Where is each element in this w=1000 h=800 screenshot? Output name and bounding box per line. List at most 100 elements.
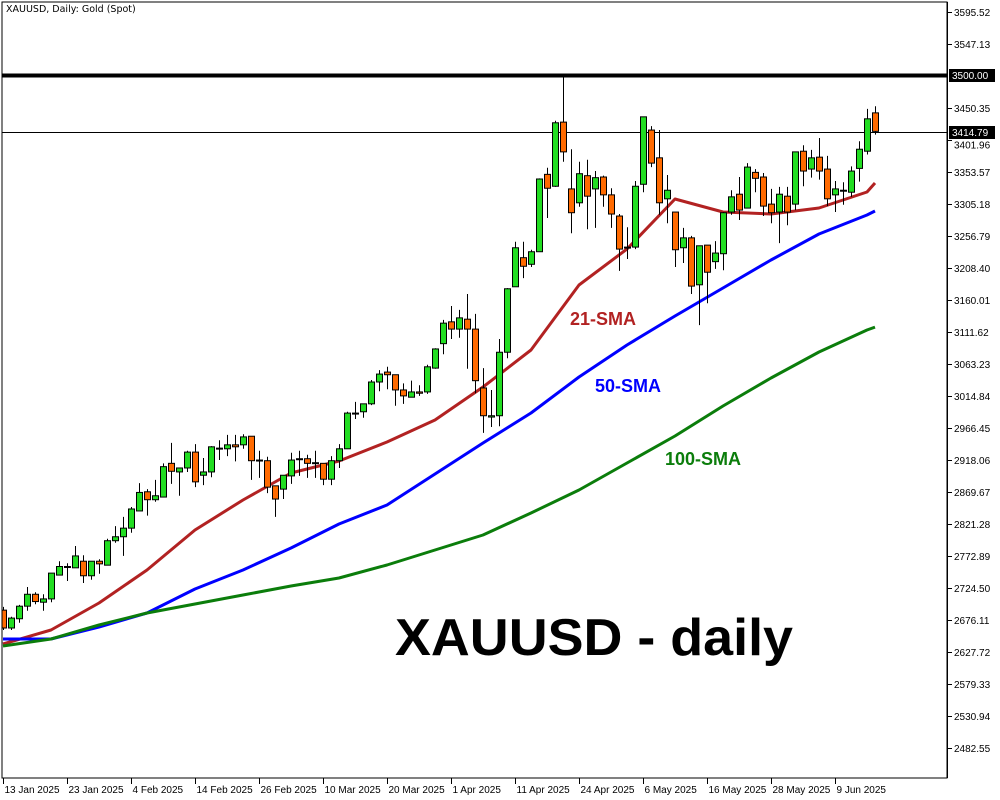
y-tick-label: 3401.96 <box>954 141 991 152</box>
candle-body-up <box>88 560 95 577</box>
candle-body-down <box>264 460 271 488</box>
sma50-label: 50-SMA <box>595 376 661 396</box>
candle-body-up <box>312 462 319 465</box>
candle <box>424 364 431 394</box>
candle <box>296 450 303 476</box>
candle-body-down <box>704 244 711 273</box>
candle <box>688 235 695 295</box>
candle-body-down <box>272 485 279 500</box>
candle <box>864 108 871 155</box>
candle <box>504 288 511 359</box>
x-tick-label: 9 Jun 2025 <box>837 785 887 796</box>
y-tick-label: 2579.33 <box>954 680 991 691</box>
candle-body-down <box>616 215 623 250</box>
x-tick-label: 1 Apr 2025 <box>453 785 502 796</box>
candle <box>640 116 647 193</box>
candle-body-down <box>472 328 479 382</box>
y-tick-label: 2724.50 <box>954 584 991 595</box>
y-tick-label: 3014.84 <box>954 392 991 403</box>
sma-line-100-sma <box>2 325 876 648</box>
candle <box>128 506 135 533</box>
candle <box>232 434 239 462</box>
candle-body-down <box>448 321 455 330</box>
candle-body-down <box>736 193 743 211</box>
candle-body-down <box>752 171 759 179</box>
candle <box>408 380 415 398</box>
sma100-label: 100-SMA <box>665 449 741 469</box>
candle <box>224 434 231 457</box>
candle <box>560 75 567 162</box>
candle <box>240 434 247 449</box>
candle-body-down <box>672 211 679 251</box>
candle-body-down <box>560 121 567 153</box>
candle-body-down <box>824 168 831 200</box>
candle <box>400 383 407 404</box>
candle <box>384 366 391 390</box>
candle <box>832 180 839 213</box>
candle <box>616 214 623 271</box>
candle-body-down <box>816 156 823 172</box>
candle <box>768 188 775 224</box>
candle-body-up <box>288 459 295 477</box>
y-tick-label: 3208.40 <box>954 264 991 275</box>
candle-body-up <box>792 151 799 205</box>
candle-body-up <box>64 566 71 569</box>
candle <box>392 374 399 406</box>
candle-body-down <box>392 374 399 391</box>
candle <box>360 403 367 418</box>
candle-body-up <box>640 116 647 185</box>
candle <box>120 516 127 556</box>
candle <box>712 241 719 269</box>
candle <box>376 370 383 392</box>
x-tick-label: 10 Mar 2025 <box>325 785 382 796</box>
candle <box>872 106 879 135</box>
candle-body-up <box>432 348 439 369</box>
candle <box>336 444 343 468</box>
candle-body-up <box>176 467 183 473</box>
candle <box>488 389 495 427</box>
candle <box>432 348 439 369</box>
candle <box>512 241 519 288</box>
candle <box>448 305 455 340</box>
candle-body-up <box>848 170 855 193</box>
candle <box>152 479 159 502</box>
candle-body-down <box>256 459 263 462</box>
candle <box>2 606 7 630</box>
candle <box>696 245 703 326</box>
y-tick-label: 2869.67 <box>954 488 991 499</box>
y-tick-label: 2918.06 <box>954 456 991 467</box>
candle <box>96 559 103 574</box>
candle-body-up <box>496 351 503 417</box>
candle <box>40 594 47 611</box>
candle-body-down <box>2 609 7 629</box>
candle-body-down <box>464 318 471 330</box>
candle <box>600 175 607 207</box>
candle-body-down <box>648 129 655 164</box>
candle <box>824 155 831 207</box>
sma21-label: 21-SMA <box>570 309 636 329</box>
candle-body-up <box>104 540 111 566</box>
candle-body-up <box>128 508 135 529</box>
candle-body-up <box>344 412 351 450</box>
candle-body-up <box>152 495 159 501</box>
candle-body-up <box>336 448 343 462</box>
candle-body-up <box>696 245 703 286</box>
candle-body-down <box>416 391 423 394</box>
x-tick-label: 6 May 2025 <box>645 785 698 796</box>
candle-body-up <box>160 466 167 498</box>
candle-body-down <box>168 462 175 472</box>
candle-body-down <box>872 112 879 132</box>
candle <box>144 489 151 516</box>
candle <box>848 166 855 197</box>
candle-body-up <box>856 148 863 169</box>
y-tick-label: 2772.89 <box>954 552 991 563</box>
candle-body-up <box>24 593 31 607</box>
candle-body-down <box>840 189 847 192</box>
candle-body-up <box>808 157 815 170</box>
candle <box>328 456 335 486</box>
candle-body-up <box>56 566 63 576</box>
candle <box>312 450 319 478</box>
candle-body-up <box>664 189 671 200</box>
